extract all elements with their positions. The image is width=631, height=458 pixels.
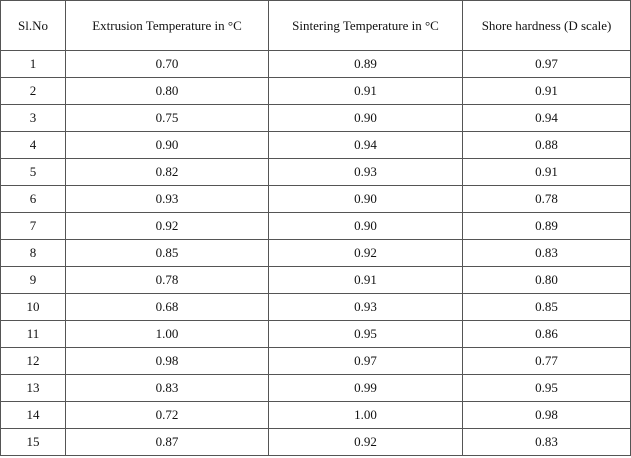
table-body: 1 0.70 0.89 0.97 2 0.80 0.91 0.91 3 0.75 0.90 0.94 4…	[0, 50, 631, 456]
table-row: 11 1.00 0.95 0.86	[0, 320, 631, 348]
table-cell: 0.92	[268, 428, 463, 456]
table-cell: 6	[0, 185, 66, 213]
table-cell: 0.90	[65, 131, 269, 159]
table-cell: 0.99	[268, 374, 463, 402]
table-cell: 0.93	[268, 293, 463, 321]
table-row: 7 0.92 0.90 0.89	[0, 212, 631, 240]
table-cell: 0.78	[65, 266, 269, 294]
table-cell: 0.89	[462, 212, 631, 240]
table-cell: 0.91	[462, 77, 631, 105]
table-cell: 14	[0, 401, 66, 429]
table-cell: 0.92	[65, 212, 269, 240]
table-cell: 0.83	[462, 239, 631, 267]
table-cell: 0.91	[268, 266, 463, 294]
header-cell: Extrusion Temperature in °C	[65, 0, 269, 51]
header-cell: Shore hardness (D scale)	[462, 0, 631, 51]
table-cell: 0.97	[462, 50, 631, 78]
table-row: 4 0.90 0.94 0.88	[0, 131, 631, 159]
table-cell: 0.85	[462, 293, 631, 321]
table-cell: 15	[0, 428, 66, 456]
table-cell: 0.83	[462, 428, 631, 456]
table-row: 10 0.68 0.93 0.85	[0, 293, 631, 321]
table-cell: 2	[0, 77, 66, 105]
table-cell: 0.93	[268, 158, 463, 186]
table-row: 2 0.80 0.91 0.91	[0, 77, 631, 105]
table-cell: 1	[0, 50, 66, 78]
table-cell: 1.00	[65, 320, 269, 348]
table-cell: 0.78	[462, 185, 631, 213]
table-cell: 0.93	[65, 185, 269, 213]
table-cell: 0.80	[462, 266, 631, 294]
table-row: 8 0.85 0.92 0.83	[0, 239, 631, 267]
table-cell: 0.87	[65, 428, 269, 456]
table-cell: 0.85	[65, 239, 269, 267]
table-cell: 0.94	[462, 104, 631, 132]
table-cell: 0.90	[268, 212, 463, 240]
table-cell: 0.98	[65, 347, 269, 375]
table-cell: 4	[0, 131, 66, 159]
table-row: 1 0.70 0.89 0.97	[0, 50, 631, 78]
header-cell: Sintering Temperature in °C	[268, 0, 463, 51]
table-row: 15 0.87 0.92 0.83	[0, 428, 631, 456]
table-cell: 11	[0, 320, 66, 348]
table-row: 5 0.82 0.93 0.91	[0, 158, 631, 186]
table-cell: 0.91	[462, 158, 631, 186]
table-cell: 0.94	[268, 131, 463, 159]
table-cell: 0.80	[65, 77, 269, 105]
table-cell: 0.68	[65, 293, 269, 321]
table-cell: 0.89	[268, 50, 463, 78]
table-cell: 0.98	[462, 401, 631, 429]
table-row: 14 0.72 1.00 0.98	[0, 401, 631, 429]
table-cell: 0.95	[462, 374, 631, 402]
table-cell: 0.90	[268, 185, 463, 213]
table-cell: 7	[0, 212, 66, 240]
table-cell: 10	[0, 293, 66, 321]
table-cell: 13	[0, 374, 66, 402]
table-row: 3 0.75 0.90 0.94	[0, 104, 631, 132]
table-cell: 9	[0, 266, 66, 294]
table-cell: 0.97	[268, 347, 463, 375]
table-cell: 0.95	[268, 320, 463, 348]
table-cell: 0.75	[65, 104, 269, 132]
table-cell: 12	[0, 347, 66, 375]
table-cell: 0.72	[65, 401, 269, 429]
table-cell: 0.83	[65, 374, 269, 402]
table-cell: 0.91	[268, 77, 463, 105]
table-cell: 0.90	[268, 104, 463, 132]
table-cell: 0.77	[462, 347, 631, 375]
table-cell: 0.82	[65, 158, 269, 186]
table-cell: 0.88	[462, 131, 631, 159]
table-row: 13 0.83 0.99 0.95	[0, 374, 631, 402]
header-row: Sl.No Extrusion Temperature in °C Sinterin…	[0, 0, 631, 51]
table-cell: 0.70	[65, 50, 269, 78]
table-cell: 0.92	[268, 239, 463, 267]
table-row: 12 0.98 0.97 0.77	[0, 347, 631, 375]
table-row: 9 0.78 0.91 0.80	[0, 266, 631, 294]
table-cell: 8	[0, 239, 66, 267]
header-cell: Sl.No	[0, 0, 66, 51]
table-cell: 0.86	[462, 320, 631, 348]
table-row: 6 0.93 0.90 0.78	[0, 185, 631, 213]
table-cell: 3	[0, 104, 66, 132]
table-cell: 1.00	[268, 401, 463, 429]
table-cell: 5	[0, 158, 66, 186]
